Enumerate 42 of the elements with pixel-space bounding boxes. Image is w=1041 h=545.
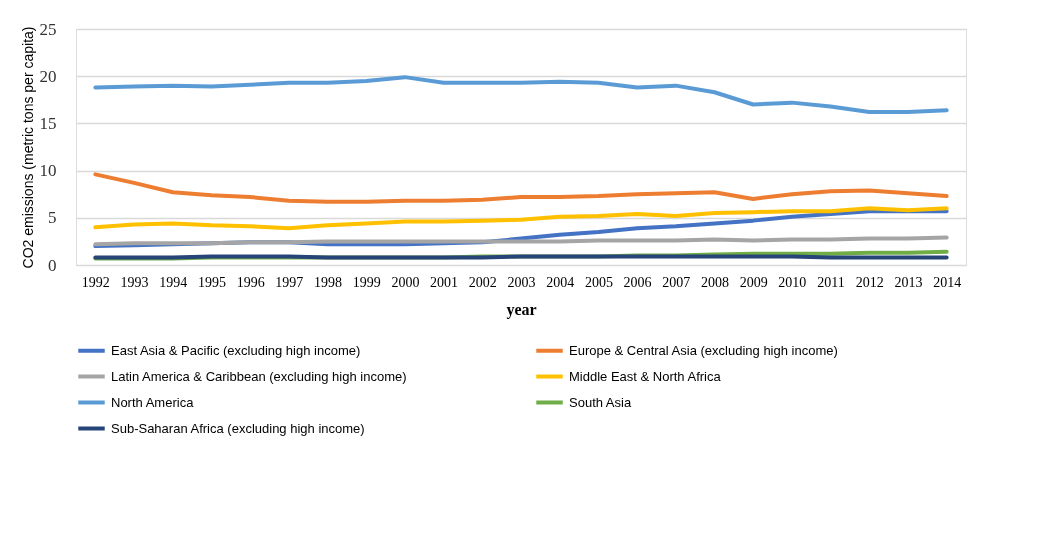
- legend-label: Europe & Central Asia (excluding high income): [569, 342, 838, 358]
- y-tick-label: 15: [39, 113, 57, 133]
- x-tick-label: 2004: [546, 274, 575, 290]
- line-series: [93, 75, 949, 115]
- y-tick-label: 0: [48, 255, 57, 275]
- line-series: [93, 206, 949, 231]
- x-tick-label: 2010: [778, 274, 807, 290]
- x-tick-label: 1994: [159, 274, 188, 290]
- x-tick-label: 2003: [507, 274, 536, 290]
- x-tick-label: 1995: [197, 274, 226, 290]
- x-tick-label: 2008: [700, 274, 729, 290]
- x-tick-label: 1999: [352, 274, 381, 290]
- legend-label: East Asia & Pacific (excluding high income): [111, 342, 361, 358]
- x-axis-title: year: [506, 300, 537, 319]
- x-tick-label: 2001: [430, 274, 459, 290]
- y-tick-label: 20: [39, 66, 57, 86]
- y-tick-label: 10: [39, 161, 57, 181]
- x-tick-label: 2006: [623, 274, 652, 290]
- x-tick-label: 2000: [391, 274, 420, 290]
- x-tick-label: 2014: [933, 274, 962, 290]
- x-tick-label: 2002: [468, 274, 497, 290]
- x-tick-label: 1993: [120, 274, 149, 290]
- y-axis-title: CO2 emissions (metric tons per capita): [19, 26, 36, 269]
- legend-label: Latin America & Caribbean (excluding high income): [111, 368, 407, 384]
- legend-label: Sub-Saharan Africa (excluding high income): [111, 420, 365, 436]
- x-tick-label: 2005: [584, 274, 613, 290]
- legend-label: Middle East & North Africa: [569, 368, 722, 384]
- x-tick-label: 1998: [314, 274, 343, 290]
- x-tick-label: 1997: [275, 274, 304, 290]
- x-tick-label: 2009: [739, 274, 768, 290]
- x-tick-label: 1992: [81, 274, 110, 290]
- x-tick-label: 2013: [894, 274, 923, 290]
- y-tick-label: 25: [39, 19, 57, 39]
- x-tick-label: 2012: [855, 274, 884, 290]
- x-tick-label: 2007: [662, 274, 691, 290]
- line-series: [93, 235, 949, 247]
- line-series: [93, 172, 949, 204]
- x-tick-label: 2011: [817, 274, 845, 290]
- legend-label: North America: [111, 394, 195, 410]
- y-tick-label: 5: [48, 208, 57, 228]
- x-tick-label: 1996: [236, 274, 265, 290]
- legend-label: South Asia: [569, 394, 632, 410]
